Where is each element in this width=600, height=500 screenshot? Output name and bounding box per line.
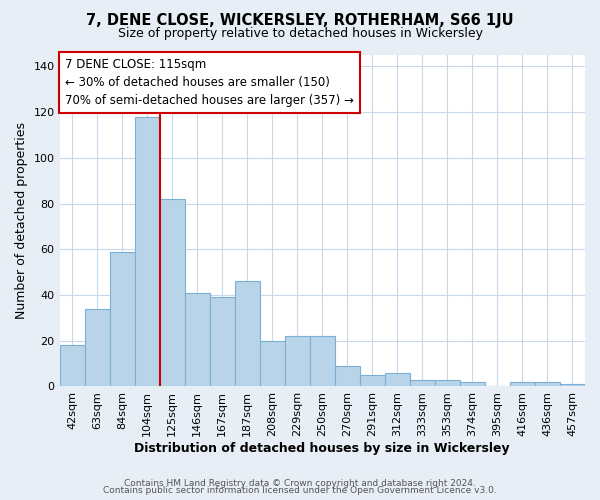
Bar (435, 380, 460, 386)
Bar (235, 282, 260, 387)
X-axis label: Distribution of detached houses by size in Wickersley: Distribution of detached houses by size … (134, 442, 510, 455)
Text: Size of property relative to detached houses in Wickersley: Size of property relative to detached ho… (118, 28, 482, 40)
Bar (185, 292, 209, 386)
Text: Contains HM Land Registry data © Crown copyright and database right 2024.: Contains HM Land Registry data © Crown c… (124, 478, 476, 488)
Bar (335, 366, 360, 386)
Bar (560, 384, 585, 386)
Bar (285, 336, 310, 386)
Bar (260, 340, 285, 386)
Bar (510, 382, 535, 386)
Y-axis label: Number of detached properties: Number of detached properties (15, 122, 28, 319)
Bar (85, 308, 110, 386)
Bar (460, 382, 485, 386)
Bar (535, 382, 560, 386)
Text: Contains public sector information licensed under the Open Government Licence v3: Contains public sector information licen… (103, 486, 497, 495)
Bar (385, 372, 410, 386)
Text: 7 DENE CLOSE: 115sqm
← 30% of detached houses are smaller (150)
70% of semi-deta: 7 DENE CLOSE: 115sqm ← 30% of detached h… (65, 58, 353, 108)
Bar (209, 298, 235, 386)
Bar (310, 336, 335, 386)
Bar (410, 380, 435, 386)
Text: 7, DENE CLOSE, WICKERSLEY, ROTHERHAM, S66 1JU: 7, DENE CLOSE, WICKERSLEY, ROTHERHAM, S6… (86, 12, 514, 28)
Bar (160, 199, 185, 386)
Bar (134, 116, 160, 386)
Bar (110, 252, 134, 386)
Bar (59, 346, 85, 387)
Bar (360, 375, 385, 386)
